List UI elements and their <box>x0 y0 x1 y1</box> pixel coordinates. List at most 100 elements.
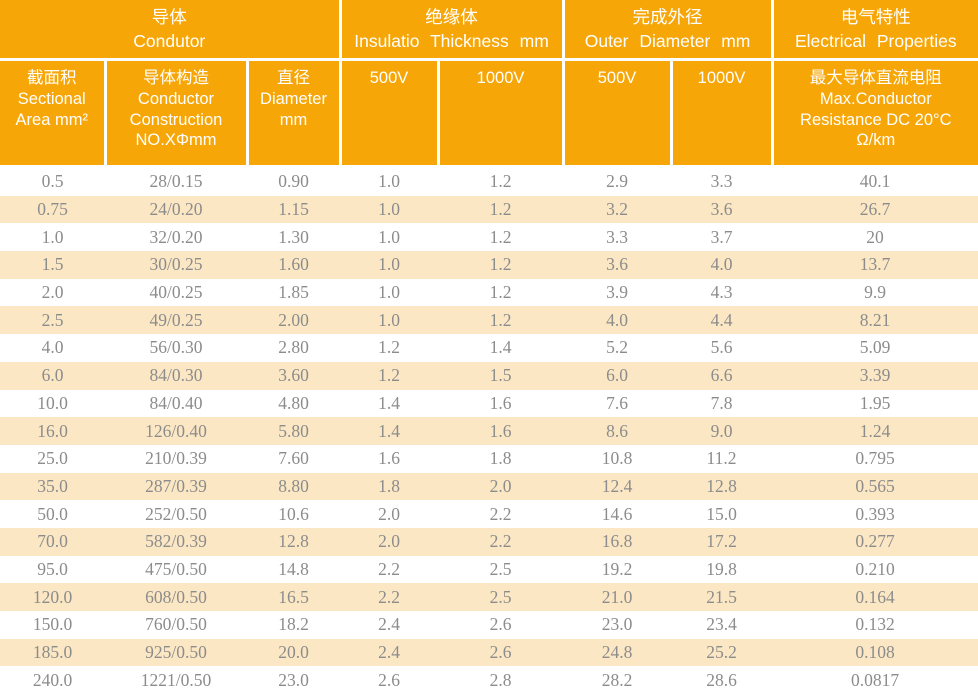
table-cell: 2.80 <box>278 337 309 358</box>
table-cell: 12.4 <box>601 475 633 496</box>
table-cell: 2.9 <box>606 171 628 192</box>
table-body: 0.5 28/0.15 0.90 1.0 1.2 2.9 3.3 40.1 0.75 24/0.2… <box>0 166 978 694</box>
table-cell: 0.795 <box>855 448 895 469</box>
table-cell: 2.2 <box>378 586 400 607</box>
table-cell: 40/0.25 <box>149 282 203 303</box>
table-cell: 95.0 <box>37 558 68 579</box>
column-header-diameter: 直径 Diameter mm <box>245 58 342 168</box>
table-cell: 240.0 <box>32 669 73 690</box>
table-cell: 4.0 <box>710 254 733 275</box>
table-cell: 2.2 <box>489 531 512 552</box>
table-cell: 1.8 <box>489 448 512 469</box>
table-cell: 1221/0.50 <box>140 669 212 690</box>
table-cell: 15.0 <box>706 503 737 524</box>
table-cell: 760/0.50 <box>145 614 207 635</box>
table-cell: 0.132 <box>855 614 895 635</box>
table-cell: 40.1 <box>859 171 891 192</box>
table-cell: 25.0 <box>37 448 68 469</box>
table-cell: 7.6 <box>606 392 628 413</box>
table-cell: 0.277 <box>855 531 895 552</box>
table-cell: 126/0.40 <box>145 420 207 441</box>
table-cell: 30/0.25 <box>149 254 203 275</box>
table-row: 25.0 210/0.39 7.60 1.6 1.8 10.8 11.2 0.795 <box>0 444 978 473</box>
table-cell: 18.2 <box>278 614 309 635</box>
table-cell: 150.0 <box>32 614 73 635</box>
table-cell: 10.6 <box>278 503 309 524</box>
table-row: 4.0 56/0.30 2.80 1.2 1.4 5.2 5.6 5.09 <box>0 334 978 362</box>
table-cell: 50.0 <box>37 503 68 524</box>
table-cell: 3.2 <box>606 199 628 220</box>
table-cell: 210/0.39 <box>145 448 207 469</box>
table-cell: 1.4 <box>378 392 400 413</box>
table-cell: 16.8 <box>601 531 633 552</box>
table-cell: 19.8 <box>706 558 737 579</box>
table-cell: 7.60 <box>278 448 309 469</box>
table-cell: 2.5 <box>41 309 64 330</box>
table-cell: 10.0 <box>37 392 68 413</box>
table-cell: 5.80 <box>278 420 309 441</box>
table-cell: 0.5 <box>41 171 64 192</box>
table-cell: 2.0 <box>489 475 512 496</box>
table-row: 70.0 582/0.39 12.8 2.0 2.2 16.8 17.2 0.277 <box>0 527 978 556</box>
table-cell: 6.0 <box>41 365 64 386</box>
table-cell: 475/0.50 <box>145 558 207 579</box>
table-cell: 2.2 <box>489 503 512 524</box>
table-cell: 1.24 <box>859 420 891 441</box>
table-cell: 1.6 <box>489 392 512 413</box>
table-row: 1.5 30/0.25 1.60 1.0 1.2 3.6 4.0 13.7 <box>0 251 978 279</box>
table-cell: 1.2 <box>489 199 512 220</box>
table-cell: 1.0 <box>378 309 400 330</box>
table-cell: 6.6 <box>710 365 733 386</box>
table-cell: 2.4 <box>378 614 400 635</box>
table-cell: 21.0 <box>601 586 633 607</box>
group-header-outer-diameter: 完成外径 Outer Diameter mm <box>561 0 774 61</box>
table-cell: 582/0.39 <box>145 531 207 552</box>
table-row: 35.0 287/0.39 8.80 1.8 2.0 12.4 12.8 0.565 <box>0 472 978 501</box>
table-cell: 1.0 <box>378 226 400 247</box>
table-row: 1.0 32/0.20 1.30 1.0 1.2 3.3 3.7 20 <box>0 223 978 252</box>
table-row: 50.0 252/0.50 10.6 2.0 2.2 14.6 15.0 0.393 <box>0 500 978 528</box>
table-cell: 4.3 <box>710 282 733 303</box>
table-row: 95.0 475/0.50 14.8 2.2 2.5 19.2 19.8 0.210 <box>0 555 978 584</box>
table-cell: 23.0 <box>601 614 633 635</box>
table-cell: 3.39 <box>859 365 891 386</box>
table-row: 185.0 925/0.50 20.0 2.4 2.6 24.8 25.2 0.108 <box>0 638 978 667</box>
table-cell: 1.6 <box>489 420 512 441</box>
table-cell: 1.4 <box>489 337 512 358</box>
table-cell: 3.6 <box>606 254 628 275</box>
table-cell: 26.7 <box>859 199 891 220</box>
table-cell: 13.7 <box>859 254 891 275</box>
table-header: 导体 Condutor 绝缘体 Insulatio Thickness mm 完… <box>0 0 978 168</box>
table-cell: 1.30 <box>278 226 309 247</box>
table-cell: 2.5 <box>489 558 512 579</box>
column-header-max-resistance: 最大导体直流电阻 Max.Conductor Resistance DC 20°… <box>770 58 978 168</box>
table-cell: 17.2 <box>706 531 737 552</box>
table-cell: 12.8 <box>278 531 309 552</box>
column-header-outer-1000v: 1000V <box>669 58 774 168</box>
table-cell: 23.0 <box>278 669 309 690</box>
table-cell: 0.75 <box>37 199 68 220</box>
table-cell: 20 <box>866 226 884 247</box>
table-cell: 1.15 <box>278 199 309 220</box>
table-row: 120.0 608/0.50 16.5 2.2 2.5 21.0 21.5 0.164 <box>0 583 978 611</box>
group-header-electrical-properties: 电气特性 Electrical Properties <box>770 0 978 61</box>
table-cell: 16.5 <box>278 586 309 607</box>
table-cell: 1.2 <box>378 337 400 358</box>
table-row: 150.0 760/0.50 18.2 2.4 2.6 23.0 23.4 0.132 <box>0 611 978 639</box>
column-header-conductor-construction: 导体构造 Conductor Construction NO.XΦmm <box>103 58 249 168</box>
table-cell: 1.8 <box>378 475 400 496</box>
table-cell: 2.4 <box>378 642 400 663</box>
table-cell: 1.2 <box>489 171 512 192</box>
table-cell: 8.6 <box>606 420 628 441</box>
table-cell: 21.5 <box>706 586 737 607</box>
column-header-row: 截面积 Sectional Area mm² 导体构造 Conductor Co… <box>0 58 978 168</box>
table-cell: 35.0 <box>37 475 68 496</box>
table-cell: 10.8 <box>601 448 633 469</box>
table-cell: 185.0 <box>32 642 73 663</box>
table-cell: 1.0 <box>378 254 400 275</box>
column-header-insulation-1000v: 1000V <box>436 58 565 168</box>
table-cell: 5.2 <box>606 337 628 358</box>
table-cell: 0.393 <box>855 503 895 524</box>
